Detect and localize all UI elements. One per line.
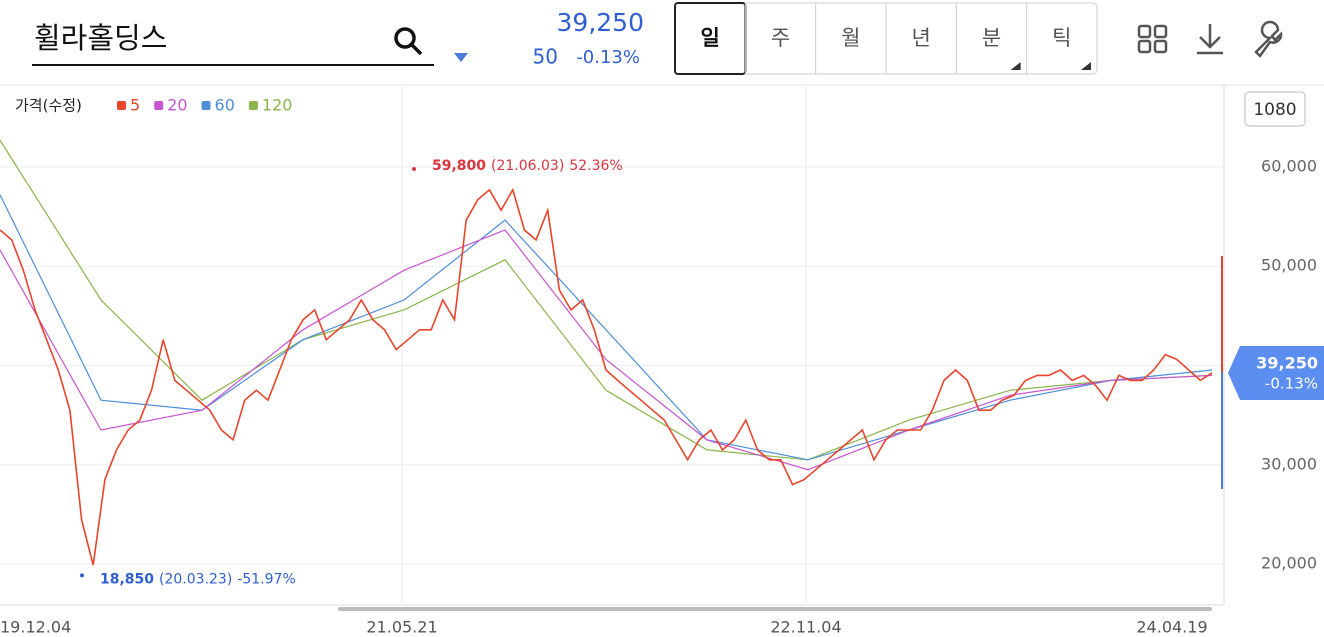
legend-swatch bbox=[248, 101, 258, 110]
low-marker bbox=[80, 573, 84, 578]
tab-corner bbox=[1081, 62, 1091, 70]
tab-corner bbox=[1010, 62, 1021, 70]
legend-label: 5 bbox=[130, 96, 140, 115]
y-tick-label: 50,000 bbox=[1261, 256, 1317, 275]
x-tick-label: 19.12.04 bbox=[0, 618, 71, 637]
search-icon[interactable] bbox=[394, 27, 423, 56]
tab[interactable]: 월 bbox=[841, 26, 860, 50]
high-price: 59,800 bbox=[432, 158, 486, 174]
interval-box[interactable] bbox=[1244, 91, 1306, 127]
legend-title: 가격(수정) bbox=[15, 97, 82, 115]
legend-swatch bbox=[117, 101, 126, 110]
last-price-label: 39,250 bbox=[1256, 353, 1318, 372]
dropdown-arrow[interactable] bbox=[454, 53, 468, 62]
high-marker bbox=[412, 166, 416, 171]
y-tick-label: 60,000 bbox=[1261, 156, 1317, 175]
high-date: (21.06.03) bbox=[491, 158, 564, 174]
download-icon[interactable] bbox=[1197, 24, 1223, 55]
series-line bbox=[0, 194, 1213, 461]
tab[interactable]: 일 bbox=[701, 26, 720, 50]
settings-icon[interactable] bbox=[1254, 20, 1283, 58]
low-price: 18,850 bbox=[100, 571, 154, 587]
tab[interactable]: 분 bbox=[982, 26, 1001, 50]
legend-swatch bbox=[154, 101, 164, 110]
x-tick-label: 21.05.21 bbox=[366, 618, 437, 637]
series-line bbox=[0, 139, 1213, 461]
high-change: 52.36% bbox=[569, 158, 622, 174]
legend-label: 20 bbox=[167, 96, 187, 115]
plot bbox=[0, 85, 1224, 605]
series-line bbox=[0, 229, 1213, 471]
x-tick-label: 22.11.04 bbox=[770, 618, 841, 637]
price-change-pct: -0.13% bbox=[576, 47, 640, 68]
grid-icon[interactable] bbox=[1137, 24, 1168, 54]
legend-label: 120 bbox=[262, 96, 293, 115]
low-date: (20.03.23) bbox=[159, 571, 232, 587]
last-change-label: -0.13% bbox=[1265, 374, 1318, 392]
y-tick-label: 20,000 bbox=[1261, 554, 1317, 573]
legend-label: 60 bbox=[215, 96, 235, 115]
low-change: -51.97% bbox=[237, 571, 295, 587]
last-price-badge bbox=[1228, 345, 1324, 400]
tab[interactable]: 틱 bbox=[1052, 26, 1071, 50]
tab[interactable]: 주 bbox=[771, 26, 790, 50]
price-change: 50 bbox=[533, 45, 558, 69]
legend-swatch bbox=[201, 101, 211, 110]
current-price: 39,250 bbox=[557, 8, 644, 37]
x-tick-label: 24.04.19 bbox=[1136, 618, 1207, 637]
series-line bbox=[0, 187, 1213, 566]
y-tick-label: 30,000 bbox=[1261, 454, 1317, 473]
stock-name[interactable]: 휠라홀딩스 bbox=[34, 21, 167, 55]
interval-label[interactable]: 1080 bbox=[1253, 100, 1296, 120]
tab[interactable]: 년 bbox=[912, 26, 931, 50]
